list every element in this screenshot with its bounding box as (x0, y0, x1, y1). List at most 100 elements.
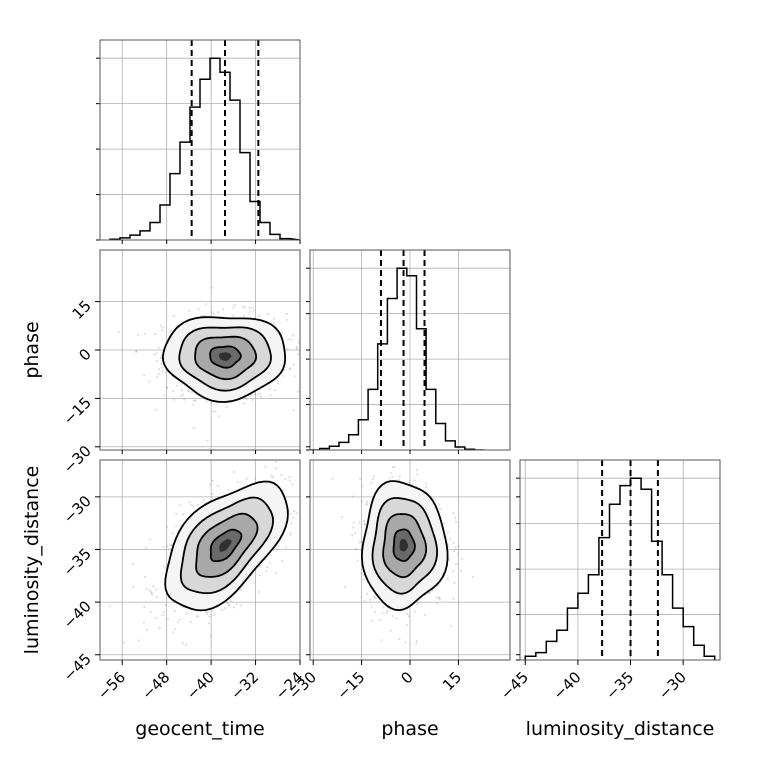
scatter-point (438, 597, 441, 600)
density-band-2-4 (399, 538, 409, 552)
scatter-point (266, 565, 269, 569)
scatter-point (381, 612, 384, 615)
scatter-point (352, 526, 355, 529)
scatter-point (172, 631, 175, 634)
scatter-point (270, 474, 273, 477)
xtick-label-luminosity-distance-0: −45 (497, 668, 532, 703)
scatter-point (363, 522, 366, 526)
scatter-point (166, 545, 169, 548)
scatter-point (452, 512, 455, 515)
scatter-point (292, 409, 295, 412)
scatter-point (172, 315, 175, 318)
scatter-point (233, 470, 236, 474)
scatter-point (359, 477, 362, 480)
scatter-point (161, 370, 164, 373)
scatter-point (405, 612, 409, 615)
scatter-point (181, 393, 185, 396)
scatter-point (385, 611, 388, 614)
scatter-point (363, 600, 366, 603)
scatter-point (296, 347, 299, 350)
scatter-point (190, 391, 194, 394)
ytick-label-phase-3: 15 (69, 297, 95, 323)
scatter-point (165, 386, 168, 389)
scatter-point (351, 495, 354, 498)
scatter-point (290, 338, 293, 342)
scatter-point (245, 397, 248, 400)
scatter-point (180, 383, 183, 386)
scatter-point (289, 531, 292, 535)
contour-phase-luminosity-distance-0 (392, 528, 416, 562)
scatter-point (435, 596, 438, 599)
scatter-point (192, 403, 195, 406)
scatter-point (185, 612, 188, 615)
scatter-point (340, 516, 343, 519)
scatter-point (206, 439, 209, 442)
xtick-label-phase-1: −15 (333, 668, 368, 703)
xtick-label-geocent-time-2: −40 (183, 668, 218, 703)
xlabel-geocent-time: geocent_time (135, 718, 264, 740)
scatter-point (370, 619, 373, 622)
scatter-point (159, 357, 162, 360)
scatter-point (213, 613, 216, 617)
scatter-point (450, 624, 453, 627)
hist-panel-phase (306, 249, 511, 451)
scatter-point (371, 478, 374, 481)
scatter-point (360, 572, 363, 575)
scatter-point (361, 484, 364, 488)
scatter-point (289, 368, 292, 371)
scatter-point (289, 512, 292, 515)
xtick-label-luminosity-distance-3: −30 (655, 668, 690, 703)
scatter-point (150, 592, 153, 595)
scatter-point (363, 578, 366, 581)
histogram-luminosity-distance (524, 477, 716, 660)
scatter-point (256, 393, 259, 396)
scatter-point (269, 387, 272, 390)
scatter-point (259, 392, 262, 395)
scatter-point (355, 547, 358, 551)
scatter-point (132, 562, 135, 566)
scatter-point (196, 614, 199, 617)
scatter-point (398, 475, 401, 478)
scatter-point (155, 588, 158, 591)
scatter-point (366, 592, 369, 596)
scatter-point (156, 376, 159, 379)
scatter-point (304, 467, 306, 469)
scatter-point (210, 286, 213, 289)
scatter-point (304, 510, 306, 512)
scatter-point (176, 384, 179, 387)
scatter-point (287, 338, 290, 341)
scatter-point (164, 603, 167, 607)
scatter-point (109, 605, 112, 608)
scatter-point (188, 390, 191, 393)
scatter-point (136, 334, 139, 337)
scatter-point (189, 620, 193, 623)
scatter-point (239, 604, 242, 607)
scatter-point (446, 531, 449, 534)
scatter-point (173, 610, 176, 613)
scatter-point (286, 347, 289, 350)
scatter-point (160, 354, 163, 357)
contour-phase-luminosity-distance-3 (360, 480, 449, 612)
scatter-point (208, 615, 211, 618)
scatter-point (320, 339, 322, 341)
joint-panel-phase-luminosity-distance (309, 459, 511, 661)
scatter-point (428, 591, 431, 595)
scatter-point (289, 534, 292, 537)
scatter-point (181, 513, 184, 516)
scatter-point (146, 628, 149, 632)
scatter-point (188, 500, 191, 504)
histogram-geocent-time (109, 57, 300, 240)
scatter-point (137, 639, 140, 642)
scatter-point (274, 389, 277, 392)
scatter-point (258, 574, 261, 577)
scatter-point (276, 382, 279, 385)
scatter-point (296, 390, 299, 393)
scatter-point (454, 516, 457, 520)
scatter-point (252, 309, 256, 312)
scatter-point (158, 626, 161, 630)
scatter-point (173, 398, 176, 401)
scatter-point (363, 523, 366, 526)
density-band-0-4 (219, 352, 232, 361)
scatter-point (416, 473, 419, 476)
